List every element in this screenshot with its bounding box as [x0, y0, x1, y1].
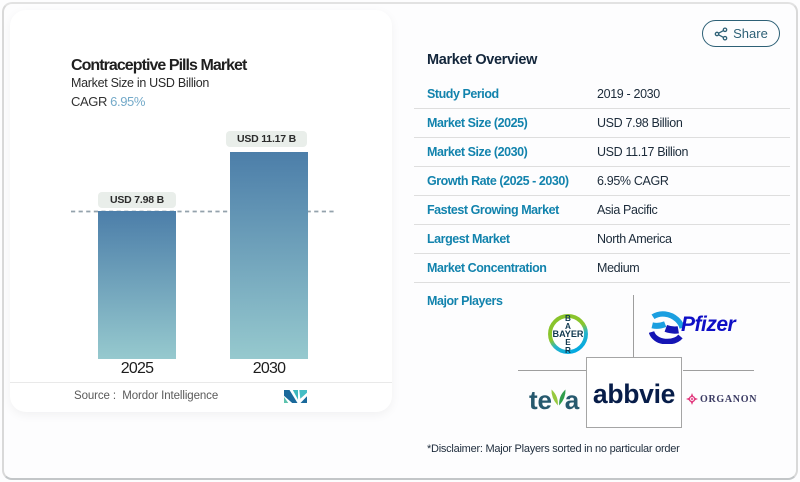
svg-text:R: R — [565, 346, 571, 355]
svg-text:B: B — [565, 314, 571, 323]
svg-text:BAYER: BAYER — [553, 329, 584, 340]
svg-text:E: E — [565, 338, 571, 347]
svg-text:A: A — [565, 322, 571, 331]
